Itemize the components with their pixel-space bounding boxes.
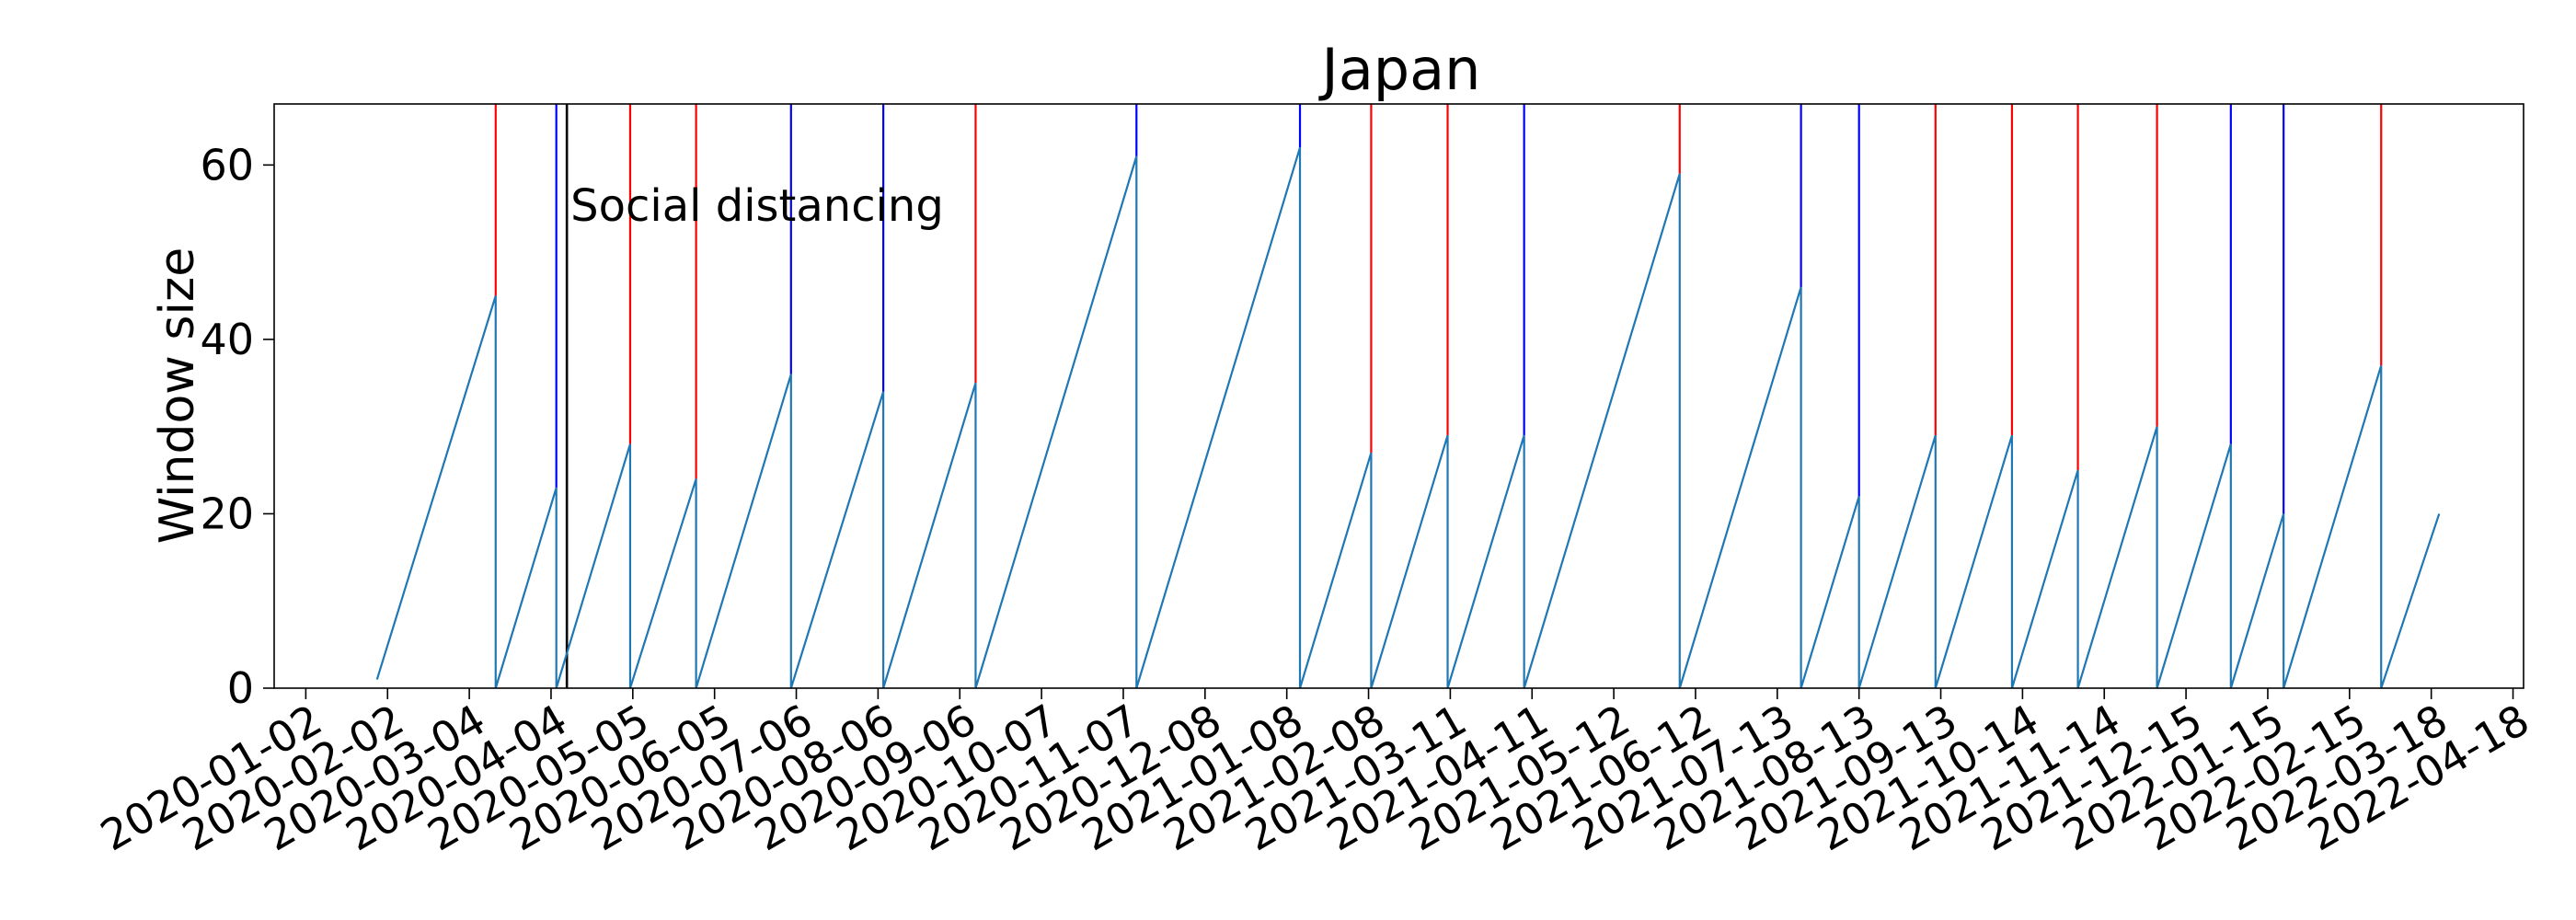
series-line-1 xyxy=(375,147,2441,689)
chart-title: Japan xyxy=(1318,36,1481,103)
y-tick-label-0: 0 xyxy=(227,663,254,713)
y-tick-label-60: 60 xyxy=(200,140,254,190)
plot-area: Social distancing02040602020-01-022020-0… xyxy=(92,103,2537,860)
y-tick-label-40: 40 xyxy=(200,315,254,364)
y-axis-label: Window size xyxy=(150,247,205,544)
plot-frame xyxy=(273,103,2524,689)
y-tick-label-20: 20 xyxy=(200,489,254,538)
annotation-label-1: Social distancing xyxy=(570,180,944,232)
